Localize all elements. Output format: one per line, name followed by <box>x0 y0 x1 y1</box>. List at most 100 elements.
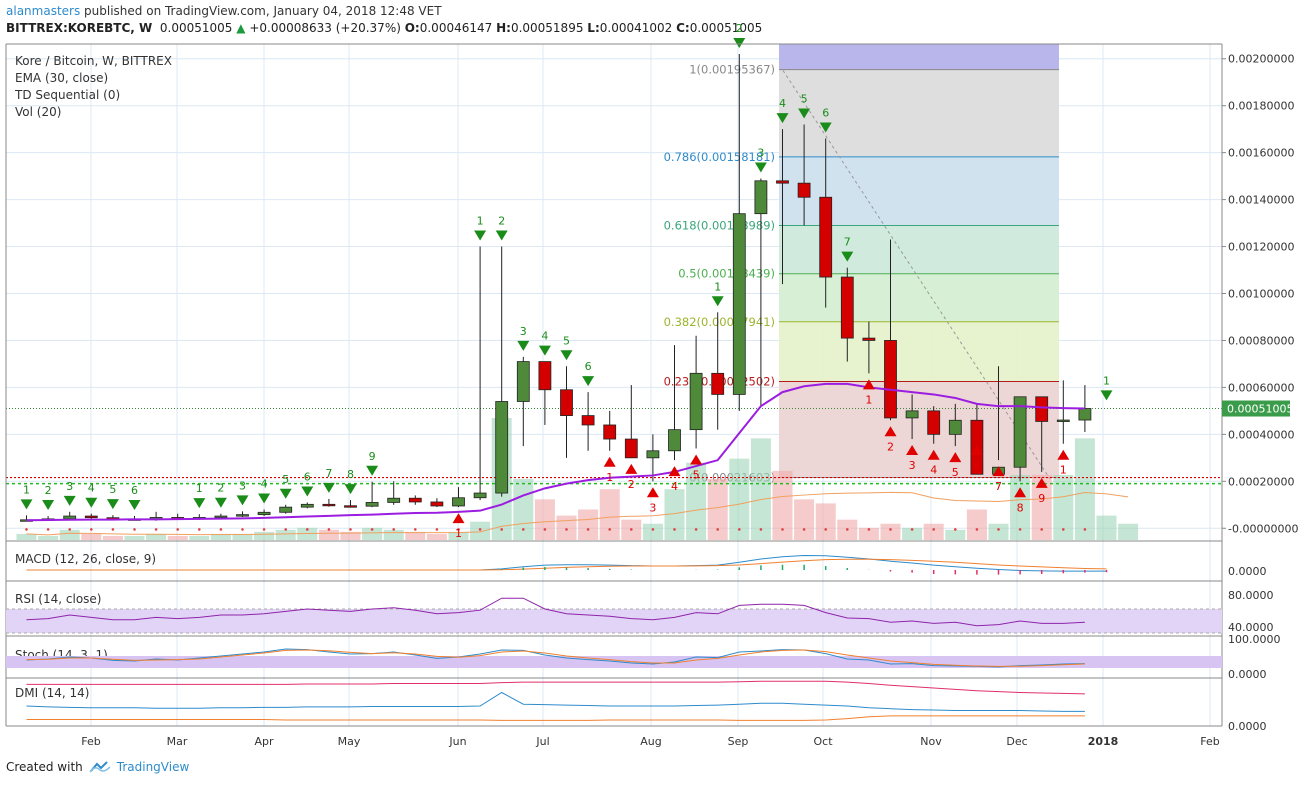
candle-body <box>538 361 552 391</box>
volume-bar <box>232 533 253 540</box>
price-tick-label: 0.00140000 <box>1228 194 1294 207</box>
volume-bar <box>945 529 966 540</box>
td-down-arrow-icon <box>258 493 271 504</box>
td-down-arrow-icon <box>711 296 724 307</box>
td-count-above: 3 <box>520 325 527 338</box>
td-count-above: 1 <box>477 215 484 228</box>
td-down-arrow-icon <box>495 230 508 241</box>
price-tick-label: 0.00160000 <box>1228 147 1294 160</box>
volume-bar <box>1074 438 1095 540</box>
td-up-arrow-icon <box>625 463 638 474</box>
candle-body <box>473 492 487 499</box>
td-down-arrow-icon <box>193 498 206 509</box>
price-tick-label: 0.00100000 <box>1228 288 1294 301</box>
td-down-arrow-icon <box>841 251 854 262</box>
td-count-below: 2 <box>887 440 894 453</box>
td-count-above: 7 <box>844 236 851 249</box>
ohlc-line: BITTREX:KOREBTC, W 0.00051005 ▲ +0.00008… <box>6 21 762 35</box>
volume-bar <box>750 438 771 540</box>
td-up-arrow-icon <box>992 466 1005 477</box>
rsi-band <box>6 609 1222 633</box>
td-count-below: 1 <box>606 471 613 484</box>
time-tick-label: Feb <box>81 735 100 748</box>
td-up-arrow-icon <box>970 445 983 456</box>
tradingview-link[interactable]: TradingView <box>116 760 190 774</box>
td-risk-dot <box>975 528 979 531</box>
candle-body <box>581 415 595 426</box>
candle-body <box>344 505 357 508</box>
candle-body <box>300 503 314 508</box>
fib-band <box>779 321 1059 382</box>
volume-bar <box>254 531 275 540</box>
candles <box>20 54 1092 522</box>
volume-bar <box>383 529 404 540</box>
candle-body <box>711 372 725 395</box>
fib-level-label: 0.382(0.00087941) <box>664 315 775 329</box>
price-change: +0.00008633 (+20.37%) <box>249 21 401 35</box>
td-risk-dot <box>630 528 633 531</box>
td-count-below: 2 <box>628 478 635 491</box>
td-down-arrow-icon <box>754 162 767 173</box>
legend-ema: EMA (30, close) <box>15 71 108 85</box>
td-risk-dot <box>759 528 763 531</box>
candle-body <box>365 502 379 507</box>
td-risk-dot <box>90 528 93 531</box>
price-tick-label: 0.00060000 <box>1228 381 1294 394</box>
td-risk-dot <box>25 528 28 531</box>
candle-body <box>408 497 422 503</box>
td-risk-dot <box>716 528 719 531</box>
volume-bar <box>966 509 987 540</box>
td-down-arrow-icon <box>366 465 379 476</box>
td-risk-dot <box>284 528 288 531</box>
candle-body <box>214 515 228 518</box>
price-tick-label: 0.00080000 <box>1228 334 1294 347</box>
td-risk-dot <box>1040 528 1043 531</box>
td-risk-dot <box>46 528 50 531</box>
td-down-arrow-icon <box>517 340 530 351</box>
td-count-above: 5 <box>282 473 289 486</box>
ema-line <box>26 382 1085 522</box>
td-count-above: 4 <box>779 97 786 110</box>
candle-body <box>603 424 617 440</box>
td-down-arrow-icon <box>42 500 55 511</box>
td-down-arrow-icon <box>236 495 249 506</box>
publish-text: published on TradingView.com, January 04… <box>84 4 442 18</box>
author-link[interactable]: alanmasters <box>6 4 81 18</box>
td-count-above: 4 <box>541 330 548 343</box>
td-count-above: 7 <box>325 467 332 480</box>
td-up-arrow-icon <box>949 452 962 463</box>
td-risk-dot <box>565 528 568 531</box>
legend-td: TD Sequential (0) <box>14 88 120 102</box>
price-tick-label: -0.00000000 <box>1228 522 1298 535</box>
last-price-badge <box>1222 400 1290 417</box>
volume-bar <box>405 531 426 540</box>
stoch-d-line <box>26 649 1085 667</box>
td-count-below: 4 <box>671 480 678 493</box>
td-risk-dot <box>802 528 806 531</box>
dmi-adx-line <box>26 680 1085 695</box>
volume-bar <box>124 535 145 540</box>
volume-bar <box>923 523 944 540</box>
dmi-minus-line <box>26 715 1085 721</box>
volume-bar <box>1031 474 1052 540</box>
time-tick-label: Jun <box>448 735 466 748</box>
td-down-arrow-icon <box>214 497 227 508</box>
td-count-below: 4 <box>930 464 937 477</box>
candle-body <box>452 497 465 507</box>
td-risk-dot <box>1083 528 1087 531</box>
td-down-arrow-icon <box>279 488 292 499</box>
td-count-below: 1 <box>455 527 462 540</box>
rsi-tick-label: 40.0000 <box>1228 621 1274 634</box>
td-risk-dot <box>500 528 504 531</box>
fib-level-label: 0.618(0.00128989) <box>664 218 775 232</box>
chart-canvas[interactable]: 1(0.00195367) 0.786(0.00158181) 0.618(0.00… <box>0 0 1300 760</box>
td-count-above: 6 <box>822 107 829 120</box>
td-risk-dot <box>198 528 201 531</box>
fib-band <box>779 273 1059 322</box>
td-risk-dot <box>543 528 547 531</box>
td-count-below: 9 <box>1038 492 1045 505</box>
volume-bar <box>642 523 663 540</box>
volume-bar <box>902 527 923 540</box>
td-risk-dot <box>370 528 374 531</box>
candle-body <box>236 514 249 517</box>
